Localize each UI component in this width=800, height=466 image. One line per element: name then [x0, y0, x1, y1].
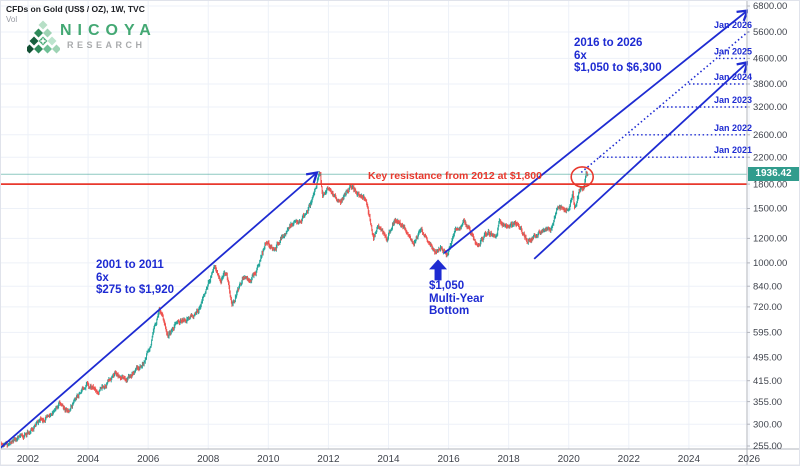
price-tick-label: 840.00: [753, 281, 782, 292]
annotation-line: Bottom: [429, 305, 470, 317]
year-tick-label: 2016: [437, 454, 460, 465]
price-tick-label: 2200.00: [753, 152, 787, 163]
candlestick-series: [1, 170, 589, 448]
nicoya-research-logo: NICOYA RESEARCH: [25, 20, 217, 62]
projection-label: Jan 2022: [714, 123, 752, 133]
annotation-line: 6x: [574, 49, 587, 62]
resistance-annotation[interactable]: Key resistance from 2012 at $1,800: [368, 170, 542, 182]
projection-label: Jan 2024: [714, 72, 752, 82]
year-tick-label: 2020: [558, 454, 581, 465]
trendlines: [1, 9, 748, 451]
year-tick-label: 2014: [377, 454, 400, 465]
price-tick-label: 4600.00: [753, 54, 787, 65]
year-tick-label: 2018: [497, 454, 520, 465]
logo-wordmark: NICOYA: [60, 22, 157, 39]
down-candles: [1, 171, 588, 448]
symbol-title[interactable]: CFDs on Gold (US$ / OZ), 1W, TVC: [6, 4, 145, 14]
year-tick-label: 2024: [678, 454, 701, 465]
year-tick-label: 2022: [618, 454, 641, 465]
current-price-badge: 1936.42: [748, 167, 799, 181]
trendline-channel-upper[interactable]: [443, 9, 748, 254]
price-tick-label: 3800.00: [753, 79, 787, 90]
projection-label: Jan 2025: [714, 46, 752, 56]
price-tick-label: 1800.00: [753, 179, 787, 190]
year-tick-label: 2008: [197, 454, 220, 465]
year-tick-label: 2004: [77, 454, 100, 465]
trendline-trend-2001-2011[interactable]: [1, 171, 319, 451]
annotation-multi-year-bottom[interactable]: $1,050 Multi-Year Bottom: [429, 280, 484, 318]
annotation-line: 6x: [96, 271, 109, 284]
annotation-line: 2001 to 2011: [96, 259, 164, 271]
time-axis[interactable]: 2002 2004 2006 2008 2010 2012 2014 2016 2018 2020…: [17, 454, 761, 465]
annotation-line: $275 to $1,920: [96, 284, 175, 296]
price-tick-label: 1000.00: [753, 258, 787, 269]
price-tick-label: 720.00: [753, 302, 782, 313]
year-tick-label: 2002: [17, 454, 40, 465]
price-tick-label: 415.00: [753, 376, 782, 387]
annotation-line: $1,050 to $6,300: [574, 62, 662, 74]
price-tick-label: 595.00: [753, 328, 782, 339]
price-tick-label: 3200.00: [753, 102, 787, 113]
price-tick-label: 1200.00: [753, 234, 787, 245]
bottom-up-arrow-icon[interactable]: [429, 259, 448, 281]
price-tick-label: 355.00: [753, 397, 782, 408]
year-tick-label: 2026: [738, 454, 761, 465]
volume-indicator-label[interactable]: Vol: [6, 15, 18, 24]
price-tick-label: 300.00: [753, 419, 782, 430]
annotation-line: Multi-Year: [429, 292, 484, 305]
price-tick-label: 6800.00: [753, 1, 787, 12]
up-candles: [2, 170, 589, 448]
projection-label: Jan 2026: [714, 20, 752, 30]
trendline-channel-lower[interactable]: [533, 60, 748, 260]
price-tick-label: 255.00: [753, 441, 782, 452]
price-axis[interactable]: 6800.00 5600.00 4600.00 3800.00 3200.00 2600.…: [747, 1, 787, 452]
annotation-2001-2011[interactable]: 2001 to 2011 6x $275 to $1,920: [96, 259, 174, 297]
price-tick-label: 1500.00: [753, 204, 787, 215]
year-tick-label: 2010: [257, 454, 280, 465]
price-tick-label: 5600.00: [753, 27, 787, 38]
projection-label: Jan 2023: [714, 95, 752, 105]
price-tick-label: 2600.00: [753, 130, 787, 141]
projection-label: Jan 2021: [714, 145, 752, 155]
breakout-highlight-circle[interactable]: [570, 166, 595, 188]
logo-subtitle: RESEARCH: [67, 40, 146, 50]
gridlines: [1, 1, 750, 449]
trendline-projection-midline[interactable]: [580, 31, 748, 174]
year-tick-label: 2006: [137, 454, 160, 465]
price-tick-label: 495.00: [753, 352, 782, 363]
annotation-2016-2026[interactable]: 2016 to 2026 6x $1,050 to $6,300: [574, 37, 662, 75]
annotation-line: $1,050: [429, 280, 465, 292]
projection-levels: Jan 2021 Jan 2022 Jan 2023 Jan 2024 Jan 2025…: [598, 20, 752, 158]
annotation-line: 2016 to 2026: [574, 37, 643, 49]
year-tick-label: 2012: [317, 454, 340, 465]
nicoya-logo-icon: [25, 20, 61, 54]
